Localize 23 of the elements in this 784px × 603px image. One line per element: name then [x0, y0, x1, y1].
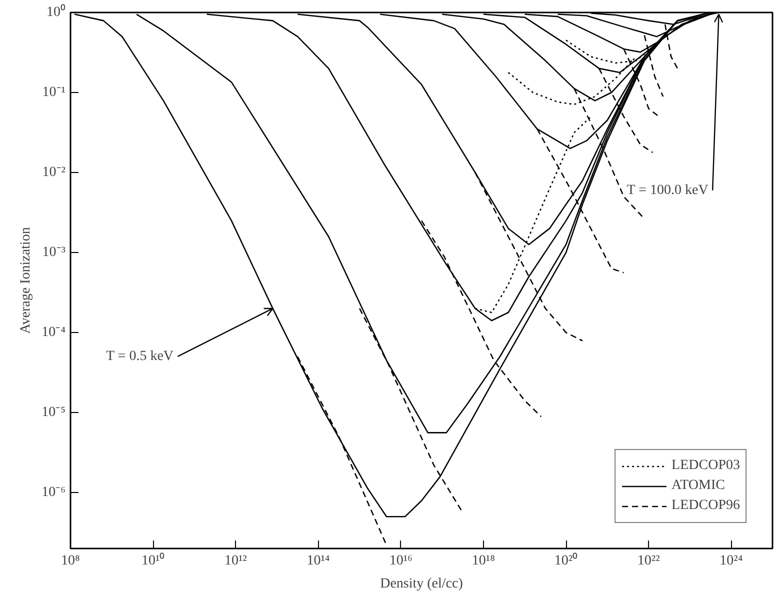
- annotation: T = 100.0 keV: [626, 182, 708, 198]
- x-tick-label: 10²⁰: [554, 552, 578, 568]
- legend-label: ATOMIC: [672, 478, 725, 494]
- y-tick-label: 10⁰: [46, 4, 66, 20]
- legend-label: LEDCOP96: [672, 498, 740, 514]
- x-tick-label: 10¹⁶: [389, 554, 413, 568]
- x-tick-label: 10¹⁰: [141, 552, 165, 568]
- legend-label: LEDCOP03: [672, 458, 740, 474]
- x-tick-label: 10⁸: [61, 554, 80, 568]
- y-tick-label: 10⁻⁴: [42, 325, 66, 340]
- y-axis-title: Average Ionization: [18, 227, 34, 334]
- x-tick-label: 10¹²: [224, 554, 247, 568]
- y-tick-label: 10⁻³: [42, 245, 66, 260]
- y-tick-label: 10⁻¹: [42, 85, 66, 100]
- y-tick-label: 10⁻⁶: [42, 485, 66, 500]
- x-tick-label: 10²⁴: [720, 554, 743, 568]
- x-tick-label: 10²²: [637, 554, 660, 568]
- annotation: T = 0.5 keV: [106, 348, 174, 364]
- y-tick-label: 10⁻⁵: [42, 405, 66, 420]
- x-axis-title: Density (el/cc): [380, 576, 464, 592]
- x-tick-label: 10¹⁴: [306, 554, 330, 568]
- y-tick-label: 10⁻²: [42, 165, 66, 180]
- x-tick-label: 10¹⁸: [472, 554, 496, 568]
